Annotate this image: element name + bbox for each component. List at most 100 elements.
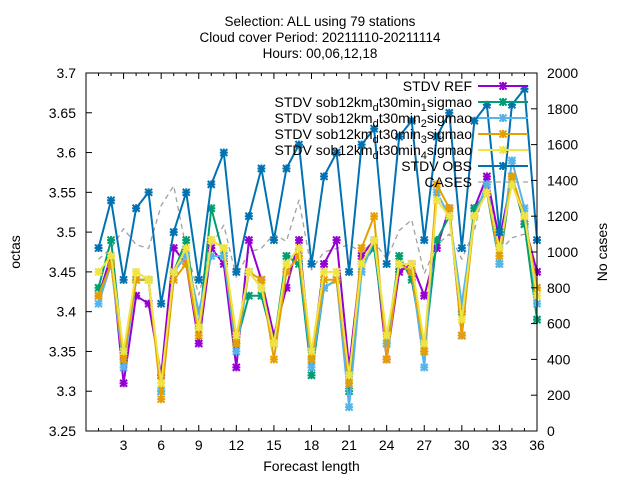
title-line-2: Cloud cover Period: 20211110-20211114 (200, 30, 441, 45)
data-point (344, 371, 354, 380)
data-point (319, 172, 329, 181)
y-tick-label: 3.55 (49, 184, 76, 200)
data-point (282, 259, 291, 269)
data-point (369, 124, 379, 133)
legend-marker (498, 97, 508, 107)
x-tick-label: 21 (341, 437, 357, 453)
data-point (144, 188, 153, 197)
y-tick-label: 3.7 (57, 65, 77, 81)
data-point (294, 243, 304, 253)
data-point (219, 243, 229, 253)
data-point (357, 259, 366, 269)
series-cases (98, 174, 538, 296)
legend-item: STDV sob12kmdt30min4sigmao (275, 142, 528, 162)
y-tick-label: 3.25 (49, 423, 76, 439)
data-point (394, 259, 404, 269)
legend-item: STDV REF (403, 78, 528, 94)
y2-tick-label: 0 (547, 423, 555, 439)
data-point (244, 291, 254, 300)
x-tick-label: 24 (379, 437, 395, 453)
data-point (382, 331, 391, 340)
data-point (232, 363, 241, 372)
data-point (344, 402, 354, 412)
y2-tick-label: 1000 (547, 244, 578, 260)
data-point (106, 235, 116, 245)
data-point (257, 164, 266, 173)
data-point (94, 299, 103, 308)
legend-label: STDV OBS (401, 158, 472, 174)
data-point (369, 211, 379, 221)
x-tick-label: 33 (492, 437, 508, 453)
y2-tick-label: 800 (547, 280, 571, 296)
legend-item: CASES (425, 174, 528, 190)
data-point (94, 243, 103, 253)
data-point (232, 339, 241, 348)
data-point (307, 363, 316, 372)
data-point (219, 148, 229, 157)
legend-label: STDV REF (403, 78, 472, 94)
data-point (156, 379, 166, 388)
data-point (507, 172, 517, 181)
y-tick-label: 3.6 (57, 145, 77, 161)
y-tick-label: 3.3 (57, 383, 77, 399)
data-point (420, 339, 429, 348)
data-point (257, 275, 266, 285)
legend-label: STDV sob12kmdt30min3sigmao (275, 126, 473, 146)
y2-tick-label: 200 (547, 387, 571, 403)
data-point (131, 204, 141, 213)
data-point (282, 164, 291, 173)
data-point (307, 371, 316, 380)
series-line (98, 174, 538, 296)
x-tick-label: 15 (266, 437, 282, 453)
data-point (332, 267, 341, 277)
y2-tick-label: 1800 (547, 101, 578, 117)
legend-label: CASES (425, 174, 472, 190)
data-point (319, 267, 329, 277)
data-point (194, 275, 203, 285)
legend-marker (498, 129, 508, 139)
data-point (520, 211, 529, 221)
y-tick-label: 3.35 (49, 343, 76, 359)
x-tick-label: 9 (195, 437, 203, 453)
y2-tick-label: 400 (547, 351, 571, 367)
data-point (432, 180, 441, 189)
data-point (507, 156, 517, 165)
data-point (269, 339, 279, 348)
data-point (182, 243, 191, 253)
title-line-1: Selection: ALL using 79 stations (225, 14, 416, 29)
y-axis-label: octas (7, 235, 23, 268)
data-point (457, 331, 467, 340)
data-point (495, 259, 504, 269)
y2-tick-label: 1200 (547, 208, 578, 224)
x-tick-label: 12 (229, 437, 245, 453)
chart-title: Selection: ALL using 79 stations Cloud c… (200, 14, 441, 61)
data-point (369, 235, 379, 245)
data-point (445, 108, 454, 117)
axes-layer: 3.25 3.3 3.35 3.4 3.45 3.5 3.55 3.6 3.65 3.7 0 200 4… (49, 65, 579, 453)
data-point (432, 196, 441, 205)
y-tick-label: 3.65 (49, 105, 76, 121)
data-point (457, 315, 467, 324)
y2-tick-label: 1400 (547, 172, 578, 188)
data-point (344, 267, 354, 277)
legend-item: STDV sob12kmdt30min1sigmao (275, 94, 528, 114)
data-point (106, 196, 116, 205)
legend-label: STDV sob12kmdt30min4sigmao (275, 142, 473, 162)
data-point (394, 132, 404, 141)
x-tick-label: 27 (416, 437, 432, 453)
data-point (482, 172, 492, 181)
data-point (307, 355, 316, 364)
data-point (470, 211, 479, 221)
data-point (420, 347, 429, 356)
data-point (407, 116, 416, 125)
legend-marker (498, 145, 508, 155)
data-point (119, 379, 128, 388)
data-point (445, 204, 454, 213)
legend-item: STDV sob12kmdt30min2sigmao (275, 110, 528, 130)
data-point (394, 251, 404, 261)
data-point (207, 235, 216, 245)
data-point (119, 347, 128, 356)
data-point (257, 283, 266, 293)
data-point (169, 267, 178, 277)
